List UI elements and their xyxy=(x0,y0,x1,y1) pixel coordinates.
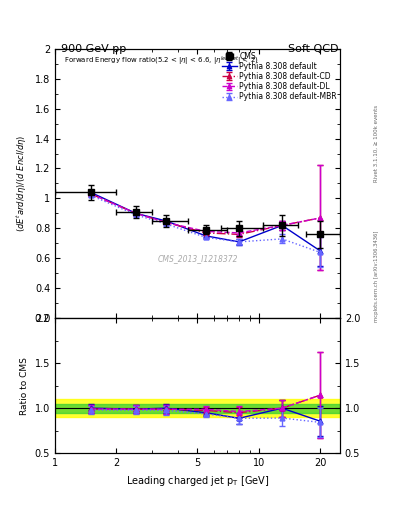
Text: 900 GeV pp: 900 GeV pp xyxy=(61,44,126,54)
Bar xyxy=(55,403,340,413)
X-axis label: Leading charged jet p$_\mathrm{T}$ [GeV]: Leading charged jet p$_\mathrm{T}$ [GeV] xyxy=(126,474,269,487)
Legend: CMS, Pythia 8.308 default, Pythia 8.308 default-CD, Pythia 8.308 default-DL, Pyt: CMS, Pythia 8.308 default, Pythia 8.308 … xyxy=(221,51,338,102)
Text: CMS_2013_I1218372: CMS_2013_I1218372 xyxy=(157,254,238,264)
Text: mcplots.cern.ch [arXiv:1306.3436]: mcplots.cern.ch [arXiv:1306.3436] xyxy=(374,231,378,322)
Text: Rivet 3.1.10, ≥ 100k events: Rivet 3.1.10, ≥ 100k events xyxy=(374,105,378,182)
Y-axis label: Ratio to CMS: Ratio to CMS xyxy=(20,357,29,415)
Bar xyxy=(55,399,340,417)
Text: Forward Energy flow ratio(5.2 < $|\eta|$ < 6.6, $|\eta^{leadjet}|$ < 2): Forward Energy flow ratio(5.2 < $|\eta|$… xyxy=(64,54,258,67)
Y-axis label: $(dE^{t}ard / d\eta) / (d\ Encl / d\eta)$: $(dE^{t}ard / d\eta) / (d\ Encl / d\eta)… xyxy=(15,135,29,232)
Text: Soft QCD: Soft QCD xyxy=(288,44,339,54)
